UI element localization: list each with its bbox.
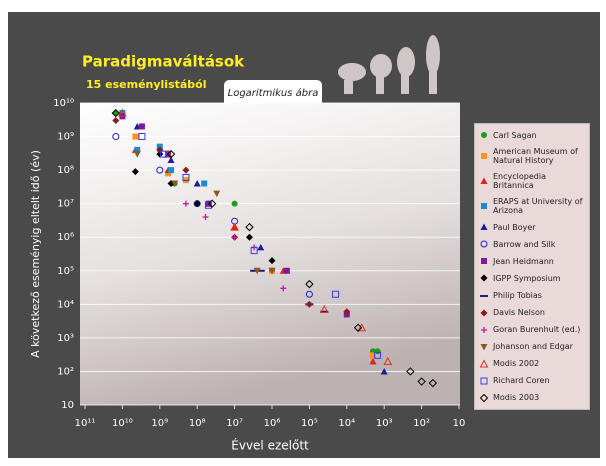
y-tick-label: 10⁴ bbox=[57, 299, 74, 310]
legend-label: Encyclopedia Britannica bbox=[493, 172, 585, 190]
y-tick-label: 10⁸ bbox=[57, 165, 74, 176]
point bbox=[481, 344, 488, 351]
x-tick-label: 10¹⁰ bbox=[112, 418, 133, 429]
point bbox=[481, 327, 487, 333]
chart-subtitle: 15 eseménylistából bbox=[86, 78, 207, 91]
tab-label: Logaritmikus ábra bbox=[228, 87, 319, 99]
legend-label: Davis Nelson bbox=[493, 308, 545, 317]
legend-label: Modis 2003 bbox=[493, 393, 539, 402]
legend-marker bbox=[479, 376, 489, 386]
legend-item: Modis 2003 bbox=[479, 393, 585, 403]
page: Logaritmikus ábra Paradigmaváltások 15 e… bbox=[0, 0, 606, 466]
point bbox=[132, 134, 138, 140]
legend-item: Barrow and Silk bbox=[479, 239, 585, 249]
legend-label: Barrow and Silk bbox=[493, 240, 555, 249]
legend-marker bbox=[479, 256, 489, 266]
point bbox=[481, 241, 487, 247]
legend-marker bbox=[479, 291, 489, 301]
legend-item: Davis Nelson bbox=[479, 308, 585, 318]
legend-label: ERAPS at University of Arizona bbox=[493, 197, 585, 215]
chart-title: Paradigmaváltások bbox=[82, 53, 245, 71]
legend-item: Goran Burenhult (ed.) bbox=[479, 325, 585, 335]
legend-marker bbox=[479, 325, 489, 335]
legend-item: Encyclopedia Britannica bbox=[479, 172, 585, 190]
legend-item: Philip Tobias bbox=[479, 291, 585, 301]
legend-item: Johanson and Edgar bbox=[479, 342, 585, 352]
legend-item: IGPP Symposium bbox=[479, 273, 585, 283]
point bbox=[481, 394, 488, 401]
x-axis-label: Évvel ezelőtt bbox=[231, 438, 309, 453]
legend-marker bbox=[479, 201, 489, 211]
x-tick-label: 10¹¹ bbox=[75, 418, 96, 429]
point bbox=[481, 258, 487, 264]
y-axis-label: A következő eseményig eltelt idő (év) bbox=[29, 150, 42, 358]
legend-marker bbox=[479, 222, 489, 232]
legend-label: Goran Burenhult (ed.) bbox=[493, 325, 580, 334]
x-tick-label: 10 bbox=[453, 418, 466, 429]
legend-label: Jean Heidmann bbox=[493, 257, 554, 266]
y-tick-label: 10 bbox=[61, 400, 74, 411]
x-tick-label: 10⁶ bbox=[264, 418, 281, 429]
legend-marker bbox=[479, 393, 489, 403]
point bbox=[284, 268, 290, 274]
x-tick-label: 10³ bbox=[376, 418, 393, 429]
point bbox=[481, 132, 487, 138]
point bbox=[481, 203, 487, 209]
legend-marker bbox=[479, 239, 489, 249]
point bbox=[201, 180, 207, 186]
legend-item: Modis 2002 bbox=[479, 359, 585, 369]
x-tick-label: 10⁹ bbox=[151, 418, 168, 429]
legend-item: Paul Boyer bbox=[479, 222, 585, 232]
legend-marker bbox=[479, 342, 489, 352]
y-tick-label: 10³ bbox=[57, 333, 74, 344]
legend-marker bbox=[479, 176, 489, 186]
legend-marker bbox=[479, 130, 489, 140]
legend-item: Carl Sagan bbox=[479, 130, 585, 140]
legend-label: Modis 2002 bbox=[493, 359, 539, 368]
x-tick-label: 10⁷ bbox=[226, 418, 243, 429]
legend-label: American Museum of Natural History bbox=[493, 147, 585, 165]
legend-marker bbox=[479, 151, 489, 161]
y-tick-label: 10⁵ bbox=[57, 266, 74, 277]
point bbox=[481, 178, 488, 185]
legend-label: IGPP Symposium bbox=[493, 274, 561, 283]
legend-item: American Museum of Natural History bbox=[479, 147, 585, 165]
legend: Carl Sagan American Museum of Natural His… bbox=[474, 123, 590, 410]
y-tick-label: 10⁷ bbox=[57, 199, 74, 210]
y-tick-label: 10⁹ bbox=[57, 132, 74, 143]
x-tick-label: 10⁴ bbox=[338, 418, 355, 429]
legend-item: ERAPS at University of Arizona bbox=[479, 197, 585, 215]
y-tick-label: 10¹⁰ bbox=[53, 98, 74, 109]
point bbox=[481, 275, 488, 282]
point bbox=[139, 123, 145, 129]
y-tick-label: 10² bbox=[57, 366, 74, 377]
legend-label: Paul Boyer bbox=[493, 223, 536, 232]
point bbox=[481, 309, 488, 316]
legend-marker bbox=[479, 359, 489, 369]
point bbox=[481, 378, 487, 384]
point bbox=[168, 167, 174, 173]
legend-label: Richard Coren bbox=[493, 376, 550, 385]
point bbox=[481, 153, 487, 159]
legend-item: Richard Coren bbox=[479, 376, 585, 386]
point bbox=[232, 201, 238, 207]
legend-label: Philip Tobias bbox=[493, 291, 542, 300]
x-tick-label: 10⁸ bbox=[189, 418, 206, 429]
x-tick-label: 10² bbox=[413, 418, 430, 429]
point bbox=[481, 360, 488, 367]
legend-label: Johanson and Edgar bbox=[493, 342, 573, 351]
legend-marker bbox=[479, 273, 489, 283]
x-tick-label: 10⁵ bbox=[301, 418, 318, 429]
legend-label: Carl Sagan bbox=[493, 131, 537, 140]
y-tick-label: 10⁶ bbox=[57, 232, 74, 243]
legend-marker bbox=[479, 308, 489, 318]
point bbox=[481, 224, 488, 231]
legend-item: Jean Heidmann bbox=[479, 256, 585, 266]
